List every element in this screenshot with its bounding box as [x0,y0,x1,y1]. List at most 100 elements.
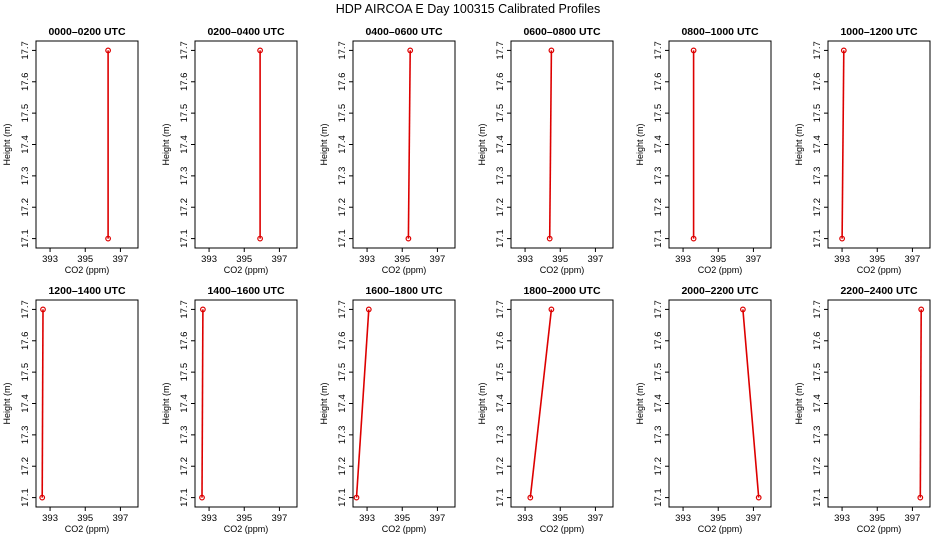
profile-point [39,494,46,501]
x-axis-label: CO2 (ppm) [540,265,585,275]
profile-point [365,306,372,313]
x-axis-label: CO2 (ppm) [224,265,269,275]
y-axis-label: Height (m) [635,123,645,165]
x-tick-label: 393 [834,513,850,524]
y-tick-label: 17.6 [653,73,664,92]
profile-point [690,235,697,242]
y-tick-label: 17.7 [495,41,506,60]
y-tick-label: 17.6 [337,73,348,92]
panel-title: 0800–1000 UTC [681,26,758,38]
x-tick-label: 393 [42,513,58,524]
x-tick-label: 395 [77,513,93,524]
y-tick-label: 17.2 [653,198,664,217]
y-tick-label: 17.1 [812,488,823,507]
y-tick-label: 17.4 [337,135,348,154]
x-axis-label: CO2 (ppm) [224,524,269,534]
profile-panel: 1800–2000 UTC 393 395 397 17.1 17.2 17.3 17.4 17… [477,285,614,534]
profile-panel: 0600–0800 UTC 393 395 397 17.1 17.2 17.3 17.4 17… [477,26,614,275]
y-tick-label: 17.2 [495,198,506,217]
y-tick-label: 17.7 [337,300,348,319]
y-tick-label: 17.5 [20,363,31,382]
y-tick-label: 17.7 [495,300,506,319]
y-axis-label: Height (m) [161,123,171,165]
x-axis-label: CO2 (ppm) [857,524,902,534]
y-tick-label: 17.2 [337,198,348,217]
y-axis-label: Height (m) [161,382,171,424]
y-tick-label: 17.5 [812,363,823,382]
y-tick-label: 17.2 [495,457,506,476]
profile-line [742,309,760,498]
profile-line [841,50,845,239]
y-tick-label: 17.3 [495,426,506,445]
x-axis-label: CO2 (ppm) [857,265,902,275]
y-tick-label: 17.6 [179,73,190,92]
y-tick-label: 17.6 [20,332,31,351]
y-axis-label: Height (m) [2,123,12,165]
x-tick-label: 395 [394,254,410,265]
profile-panel: 2200–2400 UTC 393 395 397 17.1 17.2 17.3 17.4 17… [794,285,931,534]
y-tick-label: 17.1 [812,229,823,248]
profile-point [546,235,553,242]
y-tick-label: 17.6 [812,73,823,92]
y-tick-label: 17.3 [653,167,664,186]
x-tick-label: 393 [201,513,217,524]
y-tick-label: 17.4 [495,135,506,154]
y-axis-label: Height (m) [2,382,12,424]
y-tick-label: 17.2 [337,457,348,476]
y-tick-label: 17.4 [495,394,506,413]
x-tick-label: 393 [675,513,691,524]
y-axis-label: Height (m) [319,382,329,424]
panel-title: 0400–0600 UTC [365,26,442,38]
y-tick-label: 17.1 [20,488,31,507]
y-tick-label: 17.1 [653,488,664,507]
y-axis-label: Height (m) [477,382,487,424]
panel-title: 1400–1600 UTC [207,285,284,297]
profile-point [548,306,555,313]
y-tick-label: 17.3 [20,426,31,445]
panel-title: 0600–0800 UTC [523,26,600,38]
x-axis-label: CO2 (ppm) [698,524,743,534]
x-tick-label: 395 [77,254,93,265]
x-tick-label: 393 [201,254,217,265]
x-tick-label: 393 [675,254,691,265]
y-tick-label: 17.2 [653,457,664,476]
profile-point [755,494,762,501]
y-tick-label: 17.3 [337,426,348,445]
y-tick-label: 17.6 [337,332,348,351]
y-tick-label: 17.2 [812,198,823,217]
x-tick-label: 393 [359,254,375,265]
y-tick-label: 17.5 [653,104,664,123]
y-tick-label: 17.6 [20,73,31,92]
y-tick-label: 17.7 [812,300,823,319]
y-axis-label: Height (m) [794,123,804,165]
y-tick-label: 17.2 [179,198,190,217]
profile-point [353,494,360,501]
x-tick-label: 393 [359,513,375,524]
y-tick-label: 17.7 [653,41,664,60]
y-tick-label: 17.3 [179,167,190,186]
y-tick-label: 17.4 [653,394,664,413]
y-tick-label: 17.2 [812,457,823,476]
x-axis-label: CO2 (ppm) [65,524,110,534]
profile-point [918,306,925,313]
x-tick-label: 395 [236,513,252,524]
profile-point [199,306,206,313]
x-tick-label: 397 [904,513,920,524]
x-axis-label: CO2 (ppm) [540,524,585,534]
x-axis-label: CO2 (ppm) [65,265,110,275]
x-tick-label: 395 [552,254,568,265]
x-tick-label: 397 [112,254,128,265]
profile-panel: 1400–1600 UTC 393 395 397 17.1 17.2 17.3 17.4 17… [161,285,298,534]
profile-line [407,50,411,239]
profile-point [40,306,46,313]
profile-point [840,47,847,54]
y-axis-label: Height (m) [319,123,329,165]
profile-panel: 0800–1000 UTC 393 395 397 17.1 17.2 17.3 17.4 17… [635,26,772,275]
profile-point [257,47,264,54]
y-tick-label: 17.3 [337,167,348,186]
x-tick-label: 395 [869,254,885,265]
profile-point [105,235,111,242]
y-tick-label: 17.2 [179,457,190,476]
